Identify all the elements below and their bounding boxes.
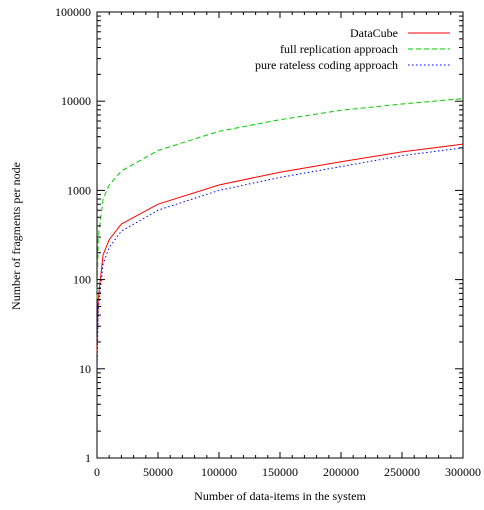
x-tick-label: 50000: [143, 465, 173, 479]
legend-label: full replication approach: [280, 42, 398, 56]
series-line-3: [96, 147, 464, 369]
series-line-1: [96, 143, 464, 354]
y-tick-label: 100000: [55, 5, 91, 19]
x-tick-label: 300000: [445, 465, 481, 479]
plot-border: [96, 11, 464, 459]
plot-frame: [96, 11, 464, 459]
x-tick-label: 250000: [384, 465, 420, 479]
x-tick-label: 0: [94, 465, 100, 479]
series-line-2: [96, 98, 464, 300]
legend-label: DataCube: [350, 26, 398, 40]
x-tick-label: 200000: [323, 465, 359, 479]
legend-label: pure rateless coding approach: [255, 58, 398, 72]
axis-ticks: [96, 11, 464, 459]
y-tick-label: 1000: [67, 183, 91, 197]
x-axis-label: Number of data-items in the system: [194, 489, 366, 503]
series-curves: [96, 98, 464, 369]
y-tick-label: 10000: [61, 94, 91, 108]
y-tick-label: 10: [79, 362, 91, 376]
y-axis-label: Number of fragments per node: [9, 162, 23, 310]
y-tick-label: 100: [73, 273, 91, 287]
y-tick-labels: 1 10 100 1000 10000 100000: [55, 5, 91, 465]
y-tick-label: 1: [85, 451, 91, 465]
legend: DataCube full replication approach pure ra…: [255, 26, 450, 72]
x-tick-labels: 0 50000 100000 150000 200000 250000 300000: [94, 465, 481, 479]
x-tick-label: 100000: [201, 465, 237, 479]
x-tick-label: 150000: [262, 465, 298, 479]
